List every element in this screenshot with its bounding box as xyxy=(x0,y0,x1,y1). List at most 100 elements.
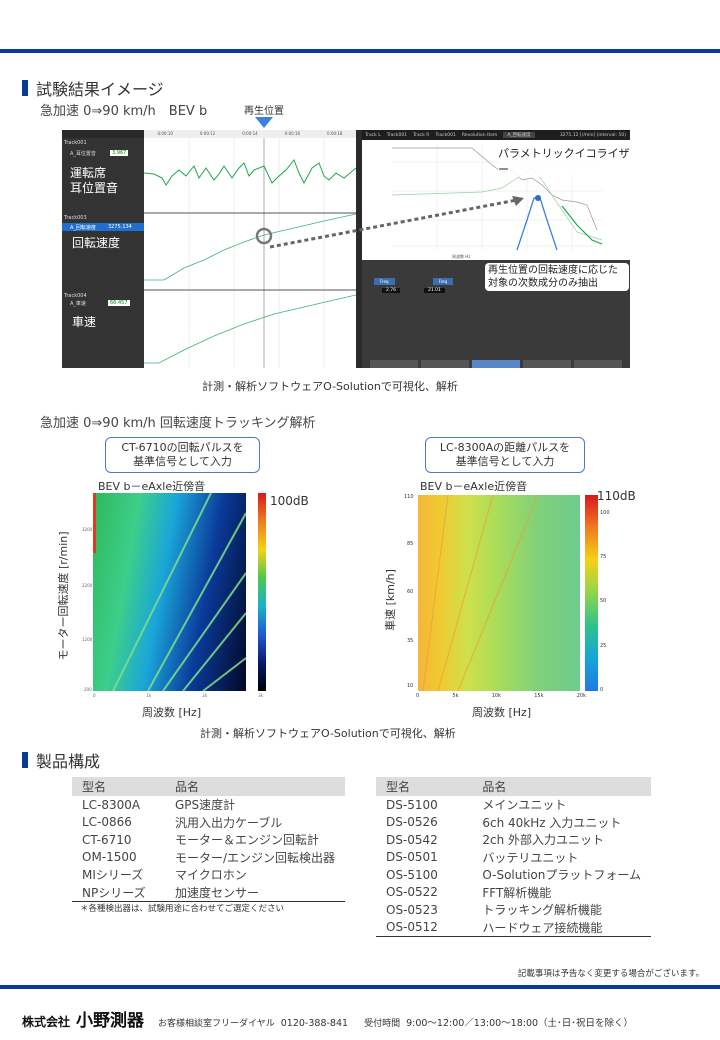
hours-label: 受付時間 xyxy=(364,1019,401,1029)
scale-tick: 50 xyxy=(600,598,607,604)
caption-tracking: 計測・解析ソフトウェアO-Solutionで可視化、解析 xyxy=(200,727,456,740)
table-row: OS-0523 トラッキング解析機能 xyxy=(376,901,651,919)
eq-spectrum-plot: 周波数 Hz xyxy=(391,145,603,259)
right-x-label: 周波数 [Hz] xyxy=(472,706,532,719)
table-row: OS-0522 FFT解析機能 xyxy=(376,884,651,902)
track-value: 3.967 xyxy=(110,150,129,156)
left-scale-max: 100dB xyxy=(270,494,309,508)
product-table-system: 型名 品名 DS-5100 メインユニット DS-0526 6ch 40kHz 入力ユニッ… xyxy=(376,777,651,937)
table-row: MIシリーズ マイクロホン xyxy=(72,866,345,884)
table-row: LC-0866 汎用入出力ケーブル xyxy=(72,814,345,832)
results-subtitle: 急加速 0⇒90 km/h BEV b xyxy=(40,104,208,119)
table-row: OS-5100 O-Solutionプラットフォーム xyxy=(376,866,651,884)
company-prefix: 株式会社 xyxy=(22,1015,71,1029)
y-tick: 60 xyxy=(407,589,414,595)
scale-tick: 75 xyxy=(600,554,607,560)
table-row: DS-0542 2ch 外部入力ユニット xyxy=(376,831,651,849)
label-vehicle-speed: 車速 xyxy=(72,315,97,329)
playhead-marker-icon xyxy=(255,117,273,128)
track-value: 3275.134 xyxy=(108,224,132,230)
y-tick: 110 xyxy=(404,494,414,500)
y-tick: 10 xyxy=(407,683,414,689)
eq-title-overlay: パラメトリックイコライザー xyxy=(498,145,630,177)
model-number: OS-0523 xyxy=(386,902,438,917)
product-name: FFT解析機能 xyxy=(482,885,552,900)
product-name: 6ch 40kHz 入力ユニット xyxy=(482,815,622,830)
y-tick: 3200 xyxy=(82,527,93,532)
product-name: バッテリユニット xyxy=(482,850,579,865)
left-x-ticks: 0 1k 2k 3k xyxy=(93,693,263,698)
playhead-label: 再生位置 xyxy=(244,106,284,117)
svg-text:周波数 Hz: 周波数 Hz xyxy=(452,253,470,259)
section-title: 試験結果イメージ xyxy=(36,80,164,99)
section-title: 製品構成 xyxy=(36,752,101,771)
right-color-scale xyxy=(585,495,598,691)
band-mode-button[interactable]: Freq xyxy=(432,278,454,285)
band-value[interactable]: 21.01 xyxy=(424,288,445,293)
model-number: OS-0512 xyxy=(386,920,438,934)
track-channel: A_耳位置音 xyxy=(70,151,96,157)
track-channel: A_回転速度 xyxy=(70,225,96,231)
tracking-subtitle: 急加速 0⇒90 km/h 回転速度トラッキング解析 xyxy=(40,416,316,431)
product-name: メインユニット xyxy=(482,798,567,813)
track-channel: A_車速 xyxy=(70,301,86,307)
dotted-arrow-icon xyxy=(269,196,524,249)
table-row: LC-8300A GPS速度計 xyxy=(72,796,345,814)
hours: 9:00～12:00／13:00～18:00（土･日･祝日を除く） xyxy=(406,1018,634,1029)
product-name: マイクロホン xyxy=(174,868,247,883)
speed-order-lines xyxy=(422,495,539,691)
waveform-plots xyxy=(144,138,356,368)
product-name: GPS速度計 xyxy=(174,798,236,813)
product-name: ハードウェア接続機能 xyxy=(482,920,603,935)
band-mode-button[interactable]: Freq xyxy=(374,278,395,285)
speed-tracking-spectrogram xyxy=(418,495,580,691)
left-chart-title: BEV b－eAxle近傍音 xyxy=(98,480,206,493)
left-color-scale xyxy=(258,493,266,691)
footer: 株式会社 小野測器 お客様相談室フリーダイヤル 0120-388-841 受付時… xyxy=(22,1006,633,1031)
band-value[interactable]: 2.76 xyxy=(382,288,401,293)
track-name: Track001 xyxy=(64,140,87,146)
scale-tick: 100 xyxy=(600,510,610,516)
model-number: OM-1500 xyxy=(82,850,137,865)
model-number: LC-0866 xyxy=(82,815,132,830)
model-number: DS-0542 xyxy=(386,832,438,847)
model-number: DS-0501 xyxy=(386,850,438,865)
y-tick: 1200 xyxy=(82,637,93,642)
section-products-heading: 製品構成 xyxy=(22,748,100,772)
scale-tick: 25 xyxy=(600,643,607,649)
top-rule xyxy=(0,49,720,53)
table-row: OM-1500 モーター/エンジン回転検出器 xyxy=(72,849,345,867)
company-logo: 小野測器 xyxy=(76,1011,145,1031)
track-name: Track004 xyxy=(64,293,87,299)
sensor-note: ＊各種検出器は、試験用途に合わせてご選定ください xyxy=(80,904,285,914)
product-table-sensors: 型名 品名 LC-8300A GPS速度計 LC-0866 汎用入出力ケーブル CT-671… xyxy=(72,777,345,902)
caption-software: 計測・解析ソフトウェアO-Solutionで可視化、解析 xyxy=(202,380,458,393)
y-tick: 35 xyxy=(407,638,414,644)
y-tick: 2200 xyxy=(82,583,93,588)
model-number: NPシリーズ xyxy=(82,885,146,900)
order-lines xyxy=(93,493,246,691)
label-rotation-speed: 回転速度 xyxy=(72,236,121,250)
y-tick: 200 xyxy=(84,687,92,692)
track-name: Track003 xyxy=(64,215,87,221)
callout-lc8300a: LC-8300Aの距離パルスを 基準信号として入力 xyxy=(425,437,585,473)
left-y-label: モーター回転速度 [r/min] xyxy=(57,531,70,661)
disclaimer: 記載事項は予告なく変更する場合がございます。 xyxy=(517,969,704,979)
table-row: DS-0501 バッテリユニット xyxy=(376,849,651,867)
right-x-ticks: 0 5k 10k 15k 20k xyxy=(416,693,586,699)
right-y-label: 車速 [km/h] xyxy=(384,569,397,631)
eq-toolbar: Track L Track001 Track R Track001 Revolution… xyxy=(362,130,630,140)
product-name: トラッキング解析機能 xyxy=(482,903,603,918)
model-number: DS-0526 xyxy=(386,815,438,830)
track-value: 66.457 xyxy=(108,300,130,306)
order-tracking-spectrogram xyxy=(93,493,246,691)
table-row: CT-6710 モーター＆エンジン回転計 xyxy=(72,831,345,849)
table-row: DS-0526 6ch 40kHz 入力ユニット xyxy=(376,814,651,832)
product-name: 加速度センサー xyxy=(174,885,259,900)
bottom-rule xyxy=(0,985,720,989)
model-number: OS-5100 xyxy=(386,867,438,882)
time-axis: 0:00:10 0:00:12 0:00:14 0:00:16 0:00:18 xyxy=(157,131,343,136)
scale-tick: 0 xyxy=(600,687,604,693)
model-number: DS-5100 xyxy=(386,797,438,812)
right-chart-title: BEV b－eAxle近傍音 xyxy=(420,480,528,493)
